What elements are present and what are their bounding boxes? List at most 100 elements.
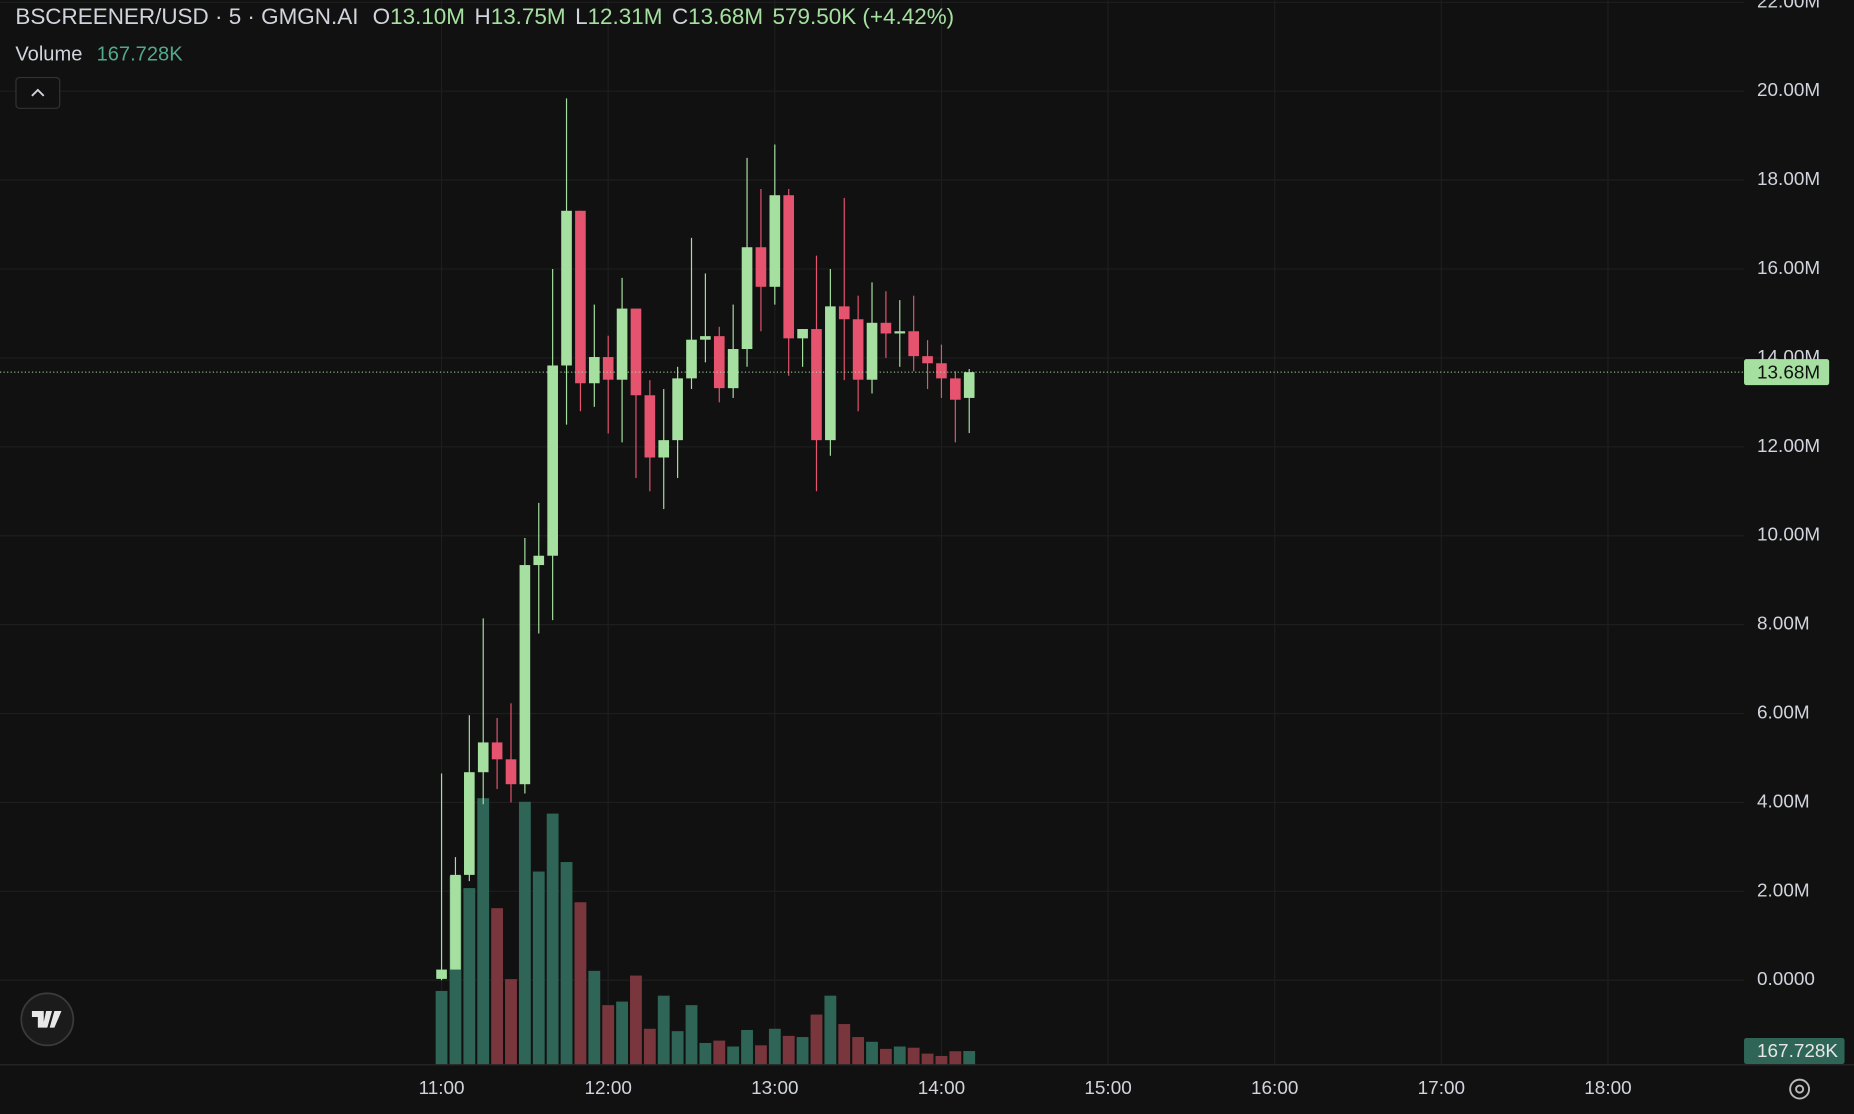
candle-body <box>963 372 975 398</box>
volume-bar <box>963 1051 976 1065</box>
volume-bar <box>463 888 476 1065</box>
symbol-legend: BSCREENER/USD · 5 · GMGN.AI O13.10M H13.75… <box>15 4 954 29</box>
candle-body <box>880 322 892 334</box>
logo-mark[interactable] <box>31 1011 62 1028</box>
candle-body <box>464 772 475 875</box>
legend-key: L <box>575 4 588 29</box>
volume-bar <box>727 1046 740 1065</box>
volume-pane <box>435 798 976 1065</box>
candle-body <box>922 356 933 364</box>
volume-bar <box>893 1046 906 1065</box>
volume-bar <box>518 801 531 1065</box>
volume-bar <box>477 798 490 1065</box>
x-tick-label: 14:00 <box>918 1078 965 1099</box>
volume-bar <box>699 1042 712 1065</box>
candle-body <box>797 329 808 339</box>
volume-bar <box>532 871 545 1065</box>
legend-value: 12.31M <box>588 4 663 29</box>
volume-bar <box>435 990 448 1065</box>
candle-body <box>575 210 586 384</box>
y-tick-label: 2.00M <box>1757 880 1810 901</box>
y-tick-label: 20.00M <box>1757 80 1820 101</box>
candle-body <box>783 195 795 339</box>
volume-bar <box>838 1024 851 1065</box>
collapse-button[interactable] <box>15 76 61 109</box>
logo[interactable] <box>20 992 75 1047</box>
y-tick-label: 12.00M <box>1757 436 1820 457</box>
candle-body <box>491 742 503 760</box>
candle-body <box>894 331 906 334</box>
volume-bar <box>505 979 517 1065</box>
gear-outline[interactable] <box>1789 1078 1811 1100</box>
last-volume-label: 167.728K <box>1757 1041 1838 1062</box>
legend-value: 13.75M <box>491 4 566 29</box>
candle-body <box>936 363 947 379</box>
candle-body <box>588 357 600 384</box>
y-tick-label: 16.00M <box>1757 258 1820 279</box>
volume-bar <box>588 970 601 1065</box>
legend-value: 13.10M <box>390 4 465 29</box>
volume-bar <box>949 1051 962 1065</box>
candle-body <box>505 759 517 785</box>
candle-body <box>700 336 711 340</box>
volume-bar <box>866 1041 878 1065</box>
candle-body <box>727 349 739 389</box>
candle-body <box>950 378 961 400</box>
chevron-icon[interactable] <box>31 88 45 97</box>
y-tick-label: 0.0000 <box>1757 969 1815 990</box>
volume-bar <box>935 1055 948 1065</box>
y-tick-label: 6.00M <box>1757 703 1810 724</box>
candle-body <box>825 306 836 441</box>
volume-bar <box>643 1028 656 1065</box>
legend-change: 579.50K (+4.42%) <box>773 4 955 29</box>
y-tick-label: 10.00M <box>1757 525 1820 546</box>
candle-body <box>713 336 725 389</box>
volume-bar <box>685 1005 698 1065</box>
volume-bar <box>768 1028 781 1065</box>
y-tick-label: 8.00M <box>1757 614 1810 635</box>
candle-body <box>547 365 558 556</box>
candle-body <box>644 395 656 458</box>
candle-body <box>450 874 461 970</box>
legend-value: 13.68M <box>688 4 763 29</box>
volume-bar <box>824 995 837 1065</box>
volume-bar <box>657 995 670 1065</box>
volume-bar <box>602 1005 615 1065</box>
candle-body <box>686 339 697 379</box>
x-tick-label: 15:00 <box>1084 1078 1131 1099</box>
x-tick-label: 12:00 <box>585 1078 632 1099</box>
x-tick-label: 13:00 <box>751 1078 798 1099</box>
last-price-label: 13.68M <box>1757 362 1820 383</box>
volume-bar <box>574 902 587 1065</box>
candle-body <box>769 195 781 287</box>
volume-bar <box>921 1053 934 1065</box>
y-tick-label: 22.00M <box>1757 0 1820 12</box>
gear-center[interactable] <box>1795 1084 1805 1094</box>
volume-value: 167.728K <box>97 44 184 66</box>
volume-bar <box>671 1031 684 1065</box>
volume-title: Volume <box>15 44 82 66</box>
volume-bar <box>546 813 559 1065</box>
candle-body <box>838 306 850 320</box>
candle-body <box>741 247 753 350</box>
candle-body <box>866 322 878 380</box>
collapse-box[interactable] <box>15 76 61 109</box>
y-tick-label: 4.00M <box>1757 791 1810 812</box>
candle-body <box>908 331 919 357</box>
legend-key: O <box>373 4 390 29</box>
candle-body <box>852 319 864 380</box>
symbol: BSCREENER/USD · 5 · GMGN.AI <box>15 4 358 29</box>
candle-body <box>630 308 642 396</box>
volume-legend: Volume 167.728K <box>15 44 183 66</box>
candle-body <box>533 555 545 566</box>
volume-bar <box>741 1029 753 1065</box>
last-price-badge <box>1744 359 1830 386</box>
volume-bar <box>560 862 573 1065</box>
candle-body <box>436 969 447 979</box>
settings-button[interactable] <box>1789 1078 1811 1100</box>
volume-bar <box>630 975 642 1065</box>
